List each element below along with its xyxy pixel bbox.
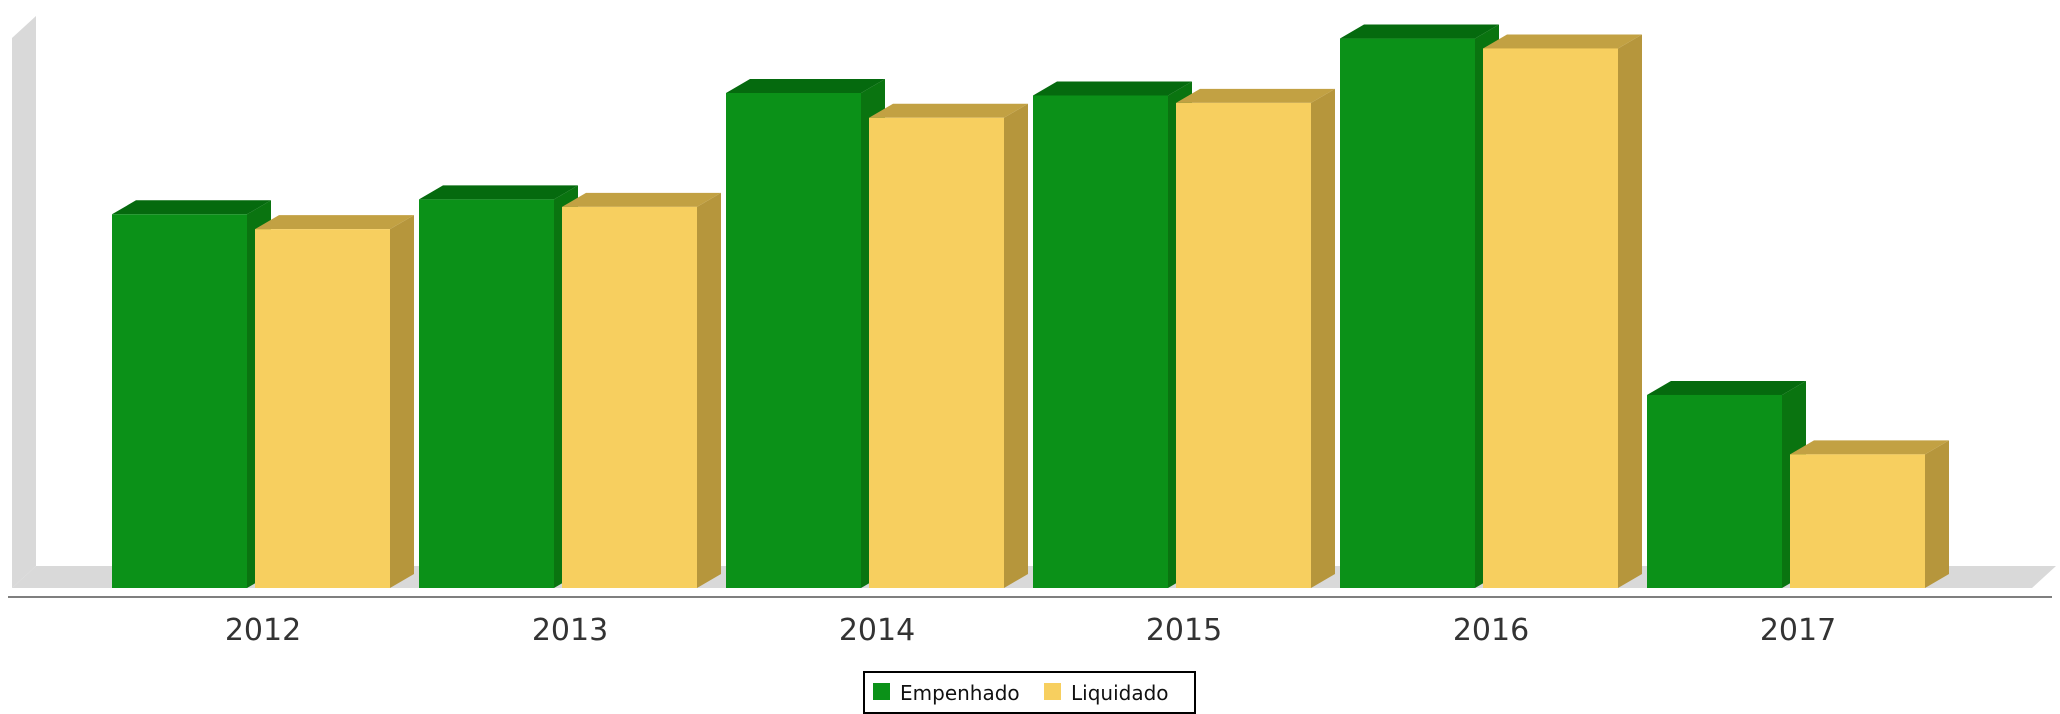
chart-back-wall [12,16,36,588]
bar-liquidado-2017 [1790,440,1949,588]
bar-front-face [1340,38,1475,589]
bar-liquidado-2016 [1483,34,1642,588]
bar-empenhado-2014 [726,79,885,588]
bar-front-face [1790,454,1925,588]
bar-front-face [1033,95,1168,588]
bar-top-face [1033,81,1192,96]
bar-liquidado-2012 [255,215,414,588]
bar-liquidado-2015 [1176,88,1335,589]
bar-side-face [1311,88,1335,589]
bar-empenhado-2013 [419,185,578,589]
x-tick-label-2016: 2016 [1453,613,1529,648]
bar-top-face [1790,440,1949,455]
x-tick-label-2017: 2017 [1760,613,1836,648]
bar-front-face [112,214,247,588]
bar-top-face [869,103,1028,118]
legend: Empenhado Liquidado [863,671,1196,714]
legend-label-liquidado: Liquidado [1071,681,1169,705]
bar-side-face [390,215,414,588]
bar-top-face [1340,24,1499,39]
bar-empenhado-2016 [1340,24,1499,589]
bar-top-face [112,200,271,215]
bar-front-face [419,199,554,589]
bar-front-face [1176,102,1311,589]
bars-layer [112,24,1949,589]
bar-top-face [1647,380,1806,395]
bar-top-face [562,192,721,207]
bar-side-face [1004,103,1028,588]
x-tick-label-2014: 2014 [839,613,915,648]
x-tick-label-2015: 2015 [1146,613,1222,648]
bar-front-face [726,93,861,588]
bar-top-face [1483,34,1642,49]
bar-side-face [697,192,721,588]
bar-front-face [869,117,1004,588]
bar-front-face [1483,48,1618,588]
bar-top-face [419,185,578,200]
bar-top-face [1176,88,1335,103]
bar-liquidado-2014 [869,103,1028,588]
bar-side-face [1925,440,1949,588]
legend-box [863,671,1196,714]
bar-front-face [562,206,697,588]
bar-empenhado-2015 [1033,81,1192,588]
bar-empenhado-2017 [1647,380,1806,588]
x-axis-tick-labels: 2012 2013 2014 2015 2016 2017 [225,613,1836,648]
bar-front-face [255,229,390,588]
bar-empenhado-2012 [112,200,271,588]
bar-top-face [255,215,414,230]
bar-side-face [1618,34,1642,588]
legend-swatch-empenhado [873,683,890,700]
bar-liquidado-2013 [562,192,721,588]
x-tick-label-2012: 2012 [225,613,301,648]
x-tick-label-2013: 2013 [532,613,608,648]
legend-swatch-liquidado [1044,683,1061,700]
bar-top-face [726,79,885,93]
legend-label-empenhado: Empenhado [900,681,1020,705]
bar-front-face [1647,394,1782,588]
